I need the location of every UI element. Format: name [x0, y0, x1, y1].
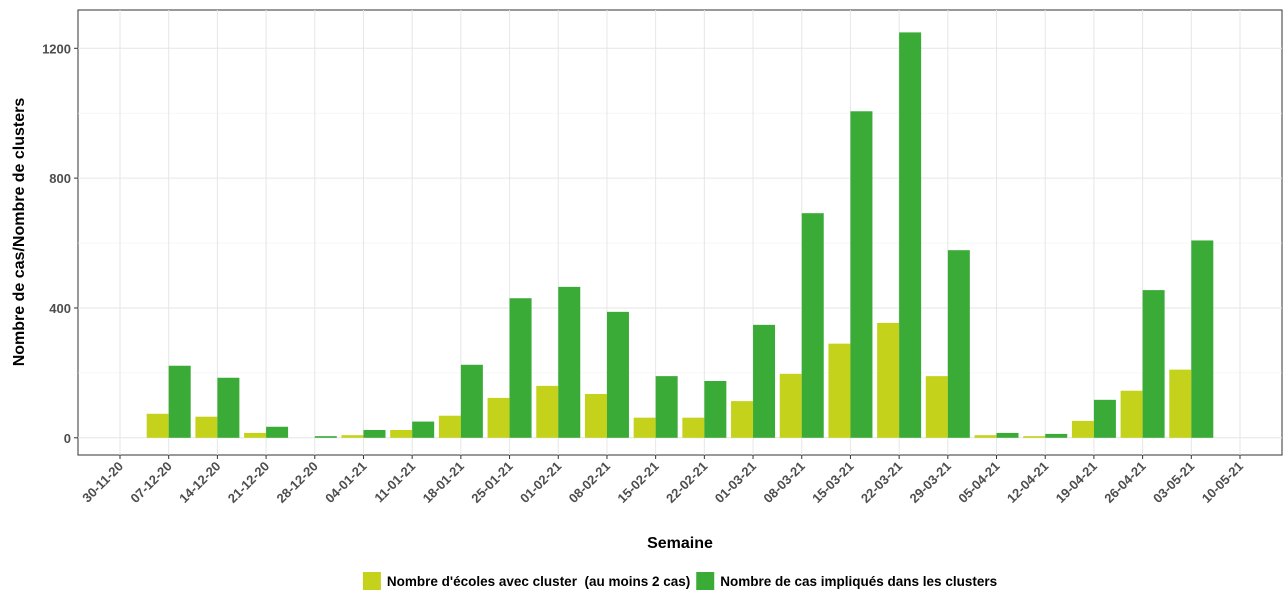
y-tick-label: 400 — [49, 301, 71, 316]
bar — [146, 413, 169, 438]
x-tick-label: 05-04-21 — [955, 459, 1002, 506]
bar — [1045, 433, 1068, 438]
bar — [996, 432, 1019, 438]
x-tick-label: 04-01-21 — [322, 459, 369, 506]
bar — [363, 430, 386, 438]
legend-swatch — [696, 572, 715, 590]
bar — [1023, 436, 1046, 438]
x-tick-label: 18-01-21 — [420, 459, 467, 506]
x-tick-label: 21-12-20 — [225, 459, 272, 506]
x-tick-label: 25-01-21 — [468, 459, 515, 506]
bar — [195, 416, 218, 438]
bar — [314, 436, 337, 438]
x-tick-label: 01-02-21 — [517, 459, 564, 506]
bar — [487, 397, 510, 438]
x-tick-label: 08-02-21 — [566, 459, 613, 506]
bar — [584, 393, 607, 438]
bar — [412, 421, 435, 438]
y-tick-label: 1200 — [42, 41, 71, 56]
bar — [779, 373, 802, 438]
x-tick-label: 15-03-21 — [809, 459, 856, 506]
bar — [899, 32, 922, 438]
plot-panel — [77, 9, 1283, 456]
x-tick-label: 22-03-21 — [858, 459, 905, 506]
x-tick-label: 03-05-21 — [1150, 459, 1197, 506]
bar — [1191, 240, 1214, 438]
bar — [168, 365, 191, 438]
bar — [536, 385, 559, 438]
bar — [974, 435, 997, 438]
bar — [460, 364, 483, 438]
x-tick-label: 01-03-21 — [712, 459, 759, 506]
bar — [633, 417, 656, 438]
bar — [1093, 399, 1116, 438]
bar — [704, 380, 727, 438]
x-tick-label: 26-04-21 — [1101, 459, 1148, 506]
x-tick-label: 14-12-20 — [176, 459, 223, 506]
bar — [1071, 420, 1094, 438]
legend-swatch — [362, 572, 381, 590]
x-axis-title: Semaine — [647, 535, 713, 552]
y-tick-label: 0 — [64, 431, 71, 446]
bar — [947, 250, 970, 438]
bar — [217, 377, 240, 438]
bar — [731, 401, 754, 438]
bar — [753, 324, 776, 438]
bar — [925, 376, 948, 438]
y-tick-label: 800 — [49, 171, 71, 186]
x-tick-label: 08-03-21 — [760, 459, 807, 506]
bar — [877, 322, 900, 438]
bar — [682, 417, 705, 438]
bar — [606, 311, 629, 438]
bar — [390, 430, 413, 438]
x-tick-label: 28-12-20 — [273, 459, 320, 506]
bar — [341, 435, 364, 438]
y-axis-title: Nombre de cas/Nombre de clusters — [11, 98, 28, 367]
bar — [1120, 390, 1143, 438]
legend-label: Nombre d'écoles avec cluster (au moins 2… — [387, 574, 690, 589]
x-tick-label: 29-03-21 — [907, 459, 954, 506]
legend: Nombre d'écoles avec cluster (au moins 2… — [362, 572, 997, 590]
legend-label: Nombre de cas impliqués dans les cluster… — [720, 574, 997, 589]
bar — [558, 286, 581, 438]
x-tick-label: 12-04-21 — [1004, 459, 1051, 506]
bar — [1142, 290, 1165, 438]
x-tick-label: 22-02-21 — [663, 459, 710, 506]
x-tick-label: 07-12-20 — [127, 459, 174, 506]
bar — [1169, 369, 1192, 438]
bar — [266, 426, 289, 438]
bar — [509, 298, 532, 438]
bar — [828, 343, 851, 438]
x-tick-label: 10-05-21 — [1199, 459, 1246, 506]
bar — [655, 376, 678, 438]
x-tick-label: 30-11-20 — [79, 459, 126, 506]
x-tick-label: 15-02-21 — [614, 459, 661, 506]
bar — [850, 111, 873, 438]
x-tick-label: 11-01-21 — [371, 459, 418, 506]
bar — [438, 415, 461, 438]
x-tick-label: 19-04-21 — [1053, 459, 1100, 506]
bar — [244, 432, 267, 438]
bar — [801, 213, 824, 438]
